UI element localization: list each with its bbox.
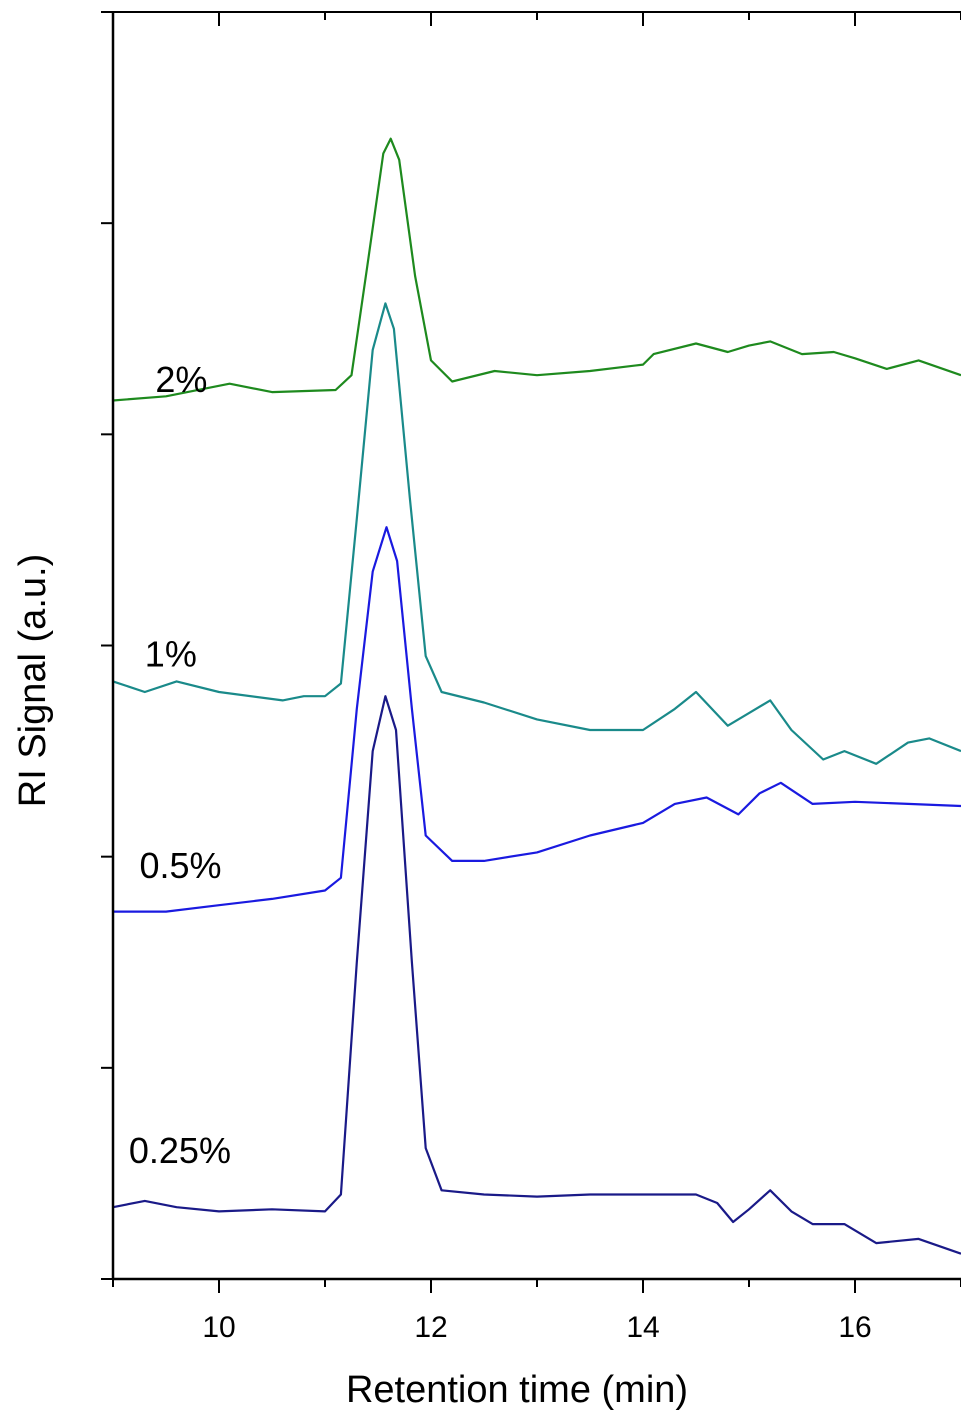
series-label-2: 0.5% <box>140 845 222 886</box>
series-line-1 <box>112 302 961 765</box>
series-labels-group: 2% 1% 0.5% 0.25% <box>129 359 231 1171</box>
plot-series-group <box>112 137 961 1255</box>
series-label-3: 0.25% <box>129 1130 231 1171</box>
series-label-1: 1% <box>145 634 197 675</box>
x-tick-label-16: 16 <box>838 1311 871 1344</box>
series-label-0: 2% <box>155 359 207 400</box>
x-tick-label-14: 14 <box>626 1311 659 1344</box>
x-tick-label-12: 12 <box>414 1311 447 1344</box>
series-line-0 <box>112 137 961 402</box>
y-axis-title: RI Signal (a.u.) <box>12 554 54 807</box>
x-tick-label-10: 10 <box>202 1311 235 1344</box>
series-line-3 <box>112 695 961 1255</box>
axes-group: 10 12 14 16 <box>101 11 961 1344</box>
x-axis-title: Retention time (min) <box>346 1369 688 1411</box>
series-line-2 <box>113 526 961 913</box>
